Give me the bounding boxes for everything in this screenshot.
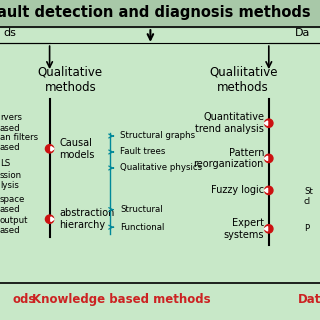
Polygon shape <box>264 188 268 193</box>
Circle shape <box>265 154 273 163</box>
Text: Quantitative
trend analysis: Quantitative trend analysis <box>195 112 264 134</box>
Text: Fuzzy logic: Fuzzy logic <box>211 185 264 196</box>
Text: ods: ods <box>13 293 36 306</box>
Text: Qualiitative
methods: Qualiitative methods <box>209 66 277 93</box>
Text: P: P <box>304 224 309 233</box>
Text: Fault trees: Fault trees <box>120 148 165 156</box>
Bar <box>0 0 320 27</box>
Text: Dat: Dat <box>298 293 320 306</box>
Text: abstraction
hierarchy: abstraction hierarchy <box>59 208 115 230</box>
Polygon shape <box>51 147 54 151</box>
Text: Structural graphs: Structural graphs <box>120 132 195 140</box>
Text: Qualitative
methods: Qualitative methods <box>38 66 103 93</box>
Text: ds: ds <box>3 28 16 38</box>
Text: an filters
ased: an filters ased <box>0 133 38 152</box>
Text: Qualitative physics: Qualitative physics <box>120 164 202 172</box>
Text: Expert
systems: Expert systems <box>223 218 264 240</box>
Polygon shape <box>264 121 268 125</box>
Polygon shape <box>264 156 268 161</box>
Text: Da: Da <box>294 28 310 38</box>
Circle shape <box>45 145 54 153</box>
Text: ault detection and diagnosis methods: ault detection and diagnosis methods <box>0 5 310 20</box>
Text: ssion
lysis: ssion lysis <box>0 171 22 190</box>
Circle shape <box>45 215 54 223</box>
Text: Functional: Functional <box>120 223 164 232</box>
Circle shape <box>265 186 273 195</box>
Text: St
cl: St cl <box>304 187 313 206</box>
Text: output
ased: output ased <box>0 216 28 235</box>
Circle shape <box>265 119 273 127</box>
Text: Knowledge based methods: Knowledge based methods <box>32 293 211 306</box>
Text: LS: LS <box>0 159 10 168</box>
Polygon shape <box>264 227 268 231</box>
Text: Pattern
reorganization: Pattern reorganization <box>194 148 264 169</box>
Circle shape <box>265 225 273 233</box>
Text: Structural: Structural <box>120 205 163 214</box>
Polygon shape <box>51 217 54 221</box>
Text: space
ased: space ased <box>0 195 25 214</box>
Text: Causal
models: Causal models <box>59 138 95 160</box>
Text: rvers
ased: rvers ased <box>0 114 22 133</box>
